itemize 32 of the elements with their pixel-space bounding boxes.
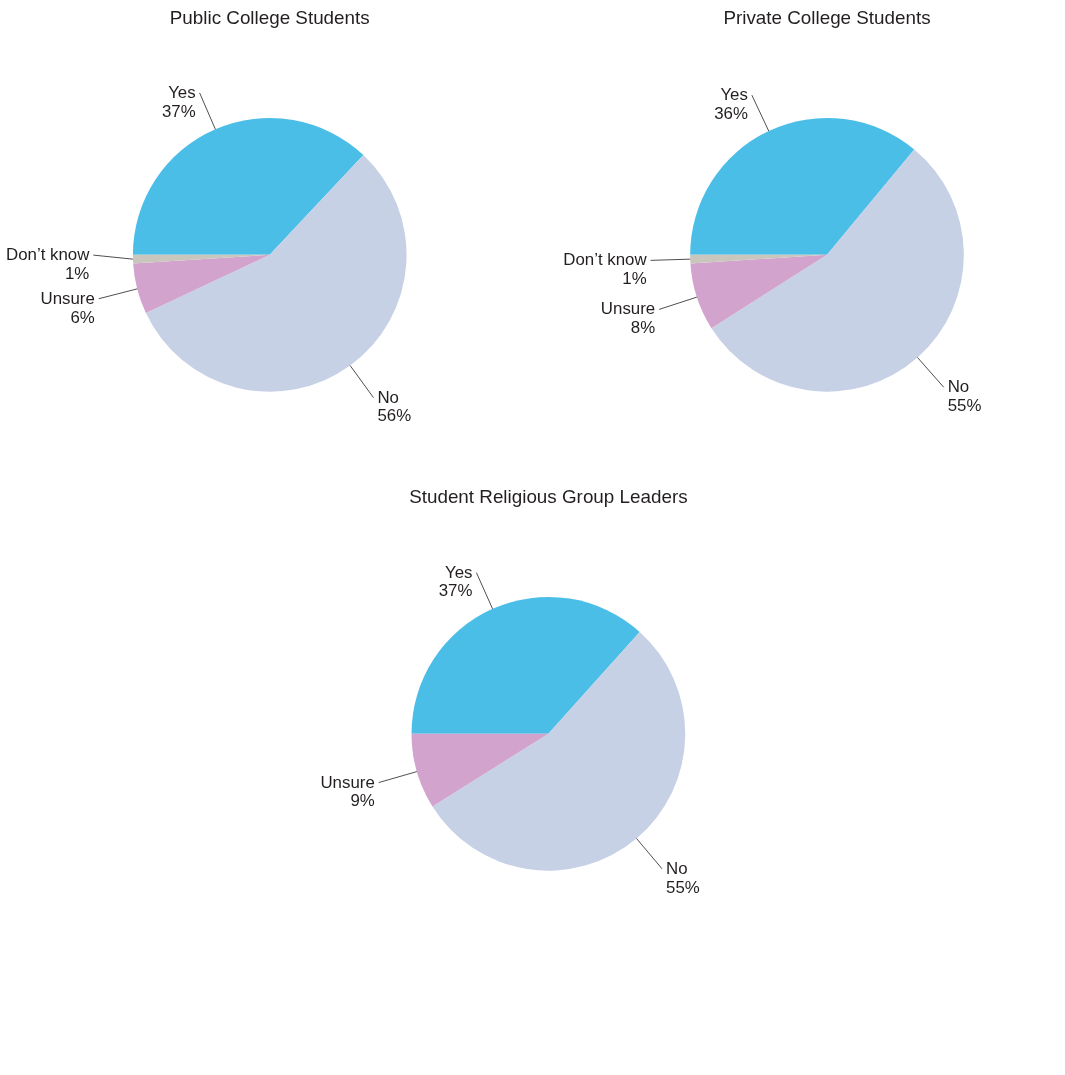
- data-label: 1%: [622, 269, 647, 289]
- slice-label: Unsure: [600, 299, 656, 319]
- data-label: 56%: [377, 406, 412, 426]
- chart-title: Student Religious Group Leaders: [409, 485, 688, 507]
- slice-label: No: [377, 387, 399, 407]
- pie-slice: [132, 118, 364, 255]
- data-label: 55%: [666, 877, 700, 897]
- data-label: 37%: [438, 581, 473, 601]
- pie-slice: [690, 254, 828, 329]
- pie-slice: [690, 118, 915, 255]
- data-label: 37%: [161, 101, 196, 121]
- slice-label: No: [666, 858, 688, 878]
- slice-label: Don’t know: [6, 245, 91, 265]
- data-label: 1%: [64, 263, 90, 283]
- data-label: 9%: [350, 791, 375, 811]
- chart-title: Public College Students: [169, 6, 370, 28]
- data-label: 6%: [70, 307, 95, 327]
- slice-label: Yes: [444, 562, 473, 582]
- pie-slice: [145, 155, 407, 392]
- slice-label: Don’t know: [563, 250, 648, 270]
- data-label: 55%: [947, 396, 982, 416]
- slice-label: Yes: [168, 82, 196, 102]
- data-label: 36%: [714, 103, 748, 123]
- chart-title: Private College Students: [723, 6, 931, 28]
- slice-label: Unsure: [40, 288, 95, 308]
- pie-slice: [133, 254, 270, 314]
- slice-label: Unsure: [320, 772, 375, 792]
- pie-slice: [411, 597, 640, 734]
- data-label: 8%: [630, 318, 656, 338]
- slice-label: No: [947, 377, 970, 397]
- slice-label: Yes: [720, 85, 748, 105]
- pie-slice: [411, 733, 549, 807]
